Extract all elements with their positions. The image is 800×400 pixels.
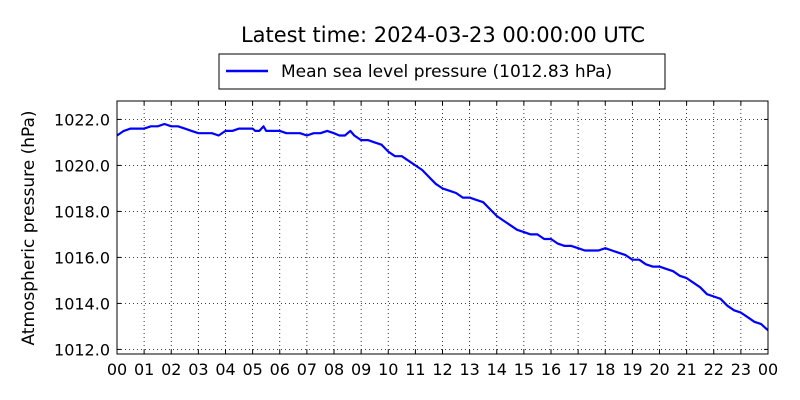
y-axis: 1012.0 1014.0 1016.0 1018.0 1020.0 1022.0 xyxy=(54,110,768,359)
x-tick-label: 20 xyxy=(649,360,669,379)
x-tick-label: 05 xyxy=(242,360,262,379)
legend: Mean sea level pressure (1012.83 hPa) xyxy=(218,53,666,90)
x-tick-label: 01 xyxy=(134,360,154,379)
series-line-mean-sea-level-pressure xyxy=(116,122,769,332)
x-tick-label: 15 xyxy=(514,360,534,379)
x-tick-label: 00 xyxy=(107,360,127,379)
y-tick-label: 1020.0 xyxy=(54,156,110,175)
x-tick-label: 08 xyxy=(324,360,344,379)
x-tick-label: 13 xyxy=(459,360,479,379)
x-tick-label: 18 xyxy=(595,360,615,379)
x-tick-label: 22 xyxy=(704,360,724,379)
y-axis-label: Atmospheric pressure (hPa) xyxy=(19,110,39,345)
x-tick-label: 16 xyxy=(541,360,561,379)
x-tick-label: 09 xyxy=(351,360,371,379)
x-tick-label: 21 xyxy=(676,360,696,379)
x-tick-label: 07 xyxy=(297,360,317,379)
x-tick-label: 19 xyxy=(622,360,642,379)
x-tick-label: 10 xyxy=(378,360,398,379)
x-tick-label: 12 xyxy=(432,360,452,379)
x-tick-label: 17 xyxy=(568,360,588,379)
x-tick-label: 11 xyxy=(405,360,425,379)
x-axis: 00 01 02 03 04 05 06 07 08 09 10 11 12 13 14 15 16 17 18 19… xyxy=(107,101,778,379)
y-tick-label: 1014.0 xyxy=(54,294,110,313)
x-tick-label: 00 xyxy=(758,360,778,379)
y-tick-label: 1016.0 xyxy=(54,248,110,267)
x-tick-label: 14 xyxy=(487,360,507,379)
x-tick-label: 02 xyxy=(161,360,181,379)
x-tick-label: 23 xyxy=(731,360,751,379)
x-tick-label: 03 xyxy=(188,360,208,379)
grid xyxy=(117,101,768,354)
y-tick-label: 1018.0 xyxy=(54,202,110,221)
y-tick-label: 1012.0 xyxy=(54,340,110,359)
plot-frame xyxy=(116,100,769,355)
chart-title: Latest time: 2024-03-23 00:00:00 UTC xyxy=(241,23,645,47)
x-tick-label: 06 xyxy=(270,360,290,379)
x-tick-label: 04 xyxy=(215,360,235,379)
y-tick-label: 1022.0 xyxy=(54,110,110,129)
legend-box xyxy=(218,53,666,90)
legend-label: Mean sea level pressure (1012.83 hPa) xyxy=(281,62,612,82)
